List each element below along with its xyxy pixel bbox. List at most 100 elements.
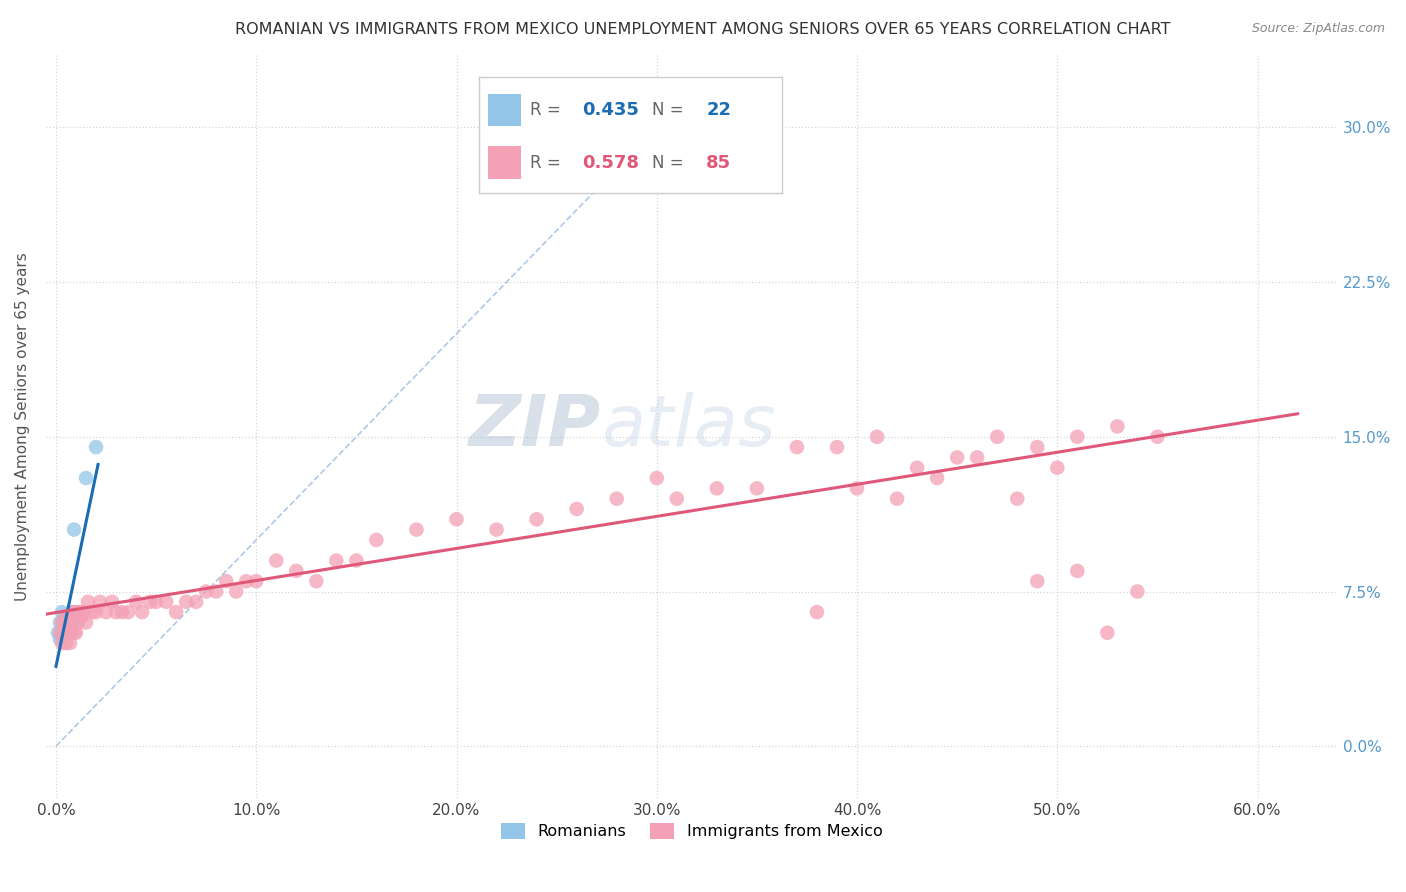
Point [1066,430,1088,444]
Point [49,625,72,640]
Point [69,605,91,619]
Point [55,609,77,624]
Point [56,625,79,640]
Point [66,615,89,630]
Y-axis label: Unemployment Among Seniors over 65 years: Unemployment Among Seniors over 65 years [15,252,30,601]
Point [89,595,111,609]
Point [56,611,79,625]
Point [63,523,86,537]
Point [706,481,728,495]
Point [1146,430,1168,444]
Point [285,564,308,578]
Point [63,625,86,640]
Point [655,110,678,124]
Point [65,625,87,640]
Point [77,595,100,609]
Point [665,491,688,506]
Point [125,595,148,609]
Point [49,615,72,630]
Point [65,605,87,619]
Text: Source: ZipAtlas.com: Source: ZipAtlas.com [1251,22,1385,36]
Point [866,430,889,444]
Point [1126,584,1149,599]
Point [1026,574,1049,589]
Point [55,609,77,624]
Point [225,584,247,599]
Point [1066,564,1088,578]
Point [53,615,76,630]
Point [366,533,388,547]
Point [60,622,83,636]
Point [55,615,77,630]
Point [70,609,93,624]
Point [145,595,167,609]
Point [946,450,969,465]
Point [53,625,76,640]
Point [84,440,107,454]
Point [111,605,134,619]
Point [80,605,103,619]
Point [806,605,828,619]
Legend: Romanians, Immigrants from Mexico: Romanians, Immigrants from Mexico [495,816,889,846]
Point [131,605,153,619]
Point [606,491,628,506]
Point [60,605,83,619]
Point [105,605,128,619]
Point [325,553,347,567]
Point [886,491,908,506]
Point [53,619,76,633]
Text: atlas: atlas [602,392,776,461]
Point [1107,419,1129,434]
Point [59,625,82,640]
Point [73,605,96,619]
Point [305,574,328,589]
Point [1046,460,1069,475]
Point [101,595,124,609]
Point [139,595,162,609]
Point [186,595,208,609]
Point [344,553,367,567]
Point [59,615,82,630]
Point [63,605,86,619]
Point [51,615,73,630]
Point [49,632,72,646]
Point [846,481,869,495]
Point [65,611,87,625]
Point [55,619,77,633]
Point [59,615,82,630]
Point [75,615,97,630]
Point [75,471,97,485]
Point [825,440,848,454]
Point [56,611,79,625]
Point [60,609,83,624]
Point [165,605,187,619]
Point [205,584,228,599]
Point [245,574,267,589]
Point [446,512,468,526]
Point [1005,491,1028,506]
Point [905,460,928,475]
Point [235,574,257,589]
Point [84,605,107,619]
Point [675,110,697,124]
Point [51,636,73,650]
Point [645,471,668,485]
Point [55,625,77,640]
Point [55,636,77,650]
Point [565,502,588,516]
Text: ROMANIAN VS IMMIGRANTS FROM MEXICO UNEMPLOYMENT AMONG SENIORS OVER 65 YEARS CORR: ROMANIAN VS IMMIGRANTS FROM MEXICO UNEMP… [235,22,1171,37]
Point [1097,625,1119,640]
Point [56,622,79,636]
Point [195,584,218,599]
Point [53,625,76,640]
Point [46,625,69,640]
Point [745,481,768,495]
Point [53,615,76,630]
Point [51,615,73,630]
Point [155,595,177,609]
Point [174,595,197,609]
Point [927,471,949,485]
Point [405,523,427,537]
Point [51,605,73,619]
Point [94,605,117,619]
